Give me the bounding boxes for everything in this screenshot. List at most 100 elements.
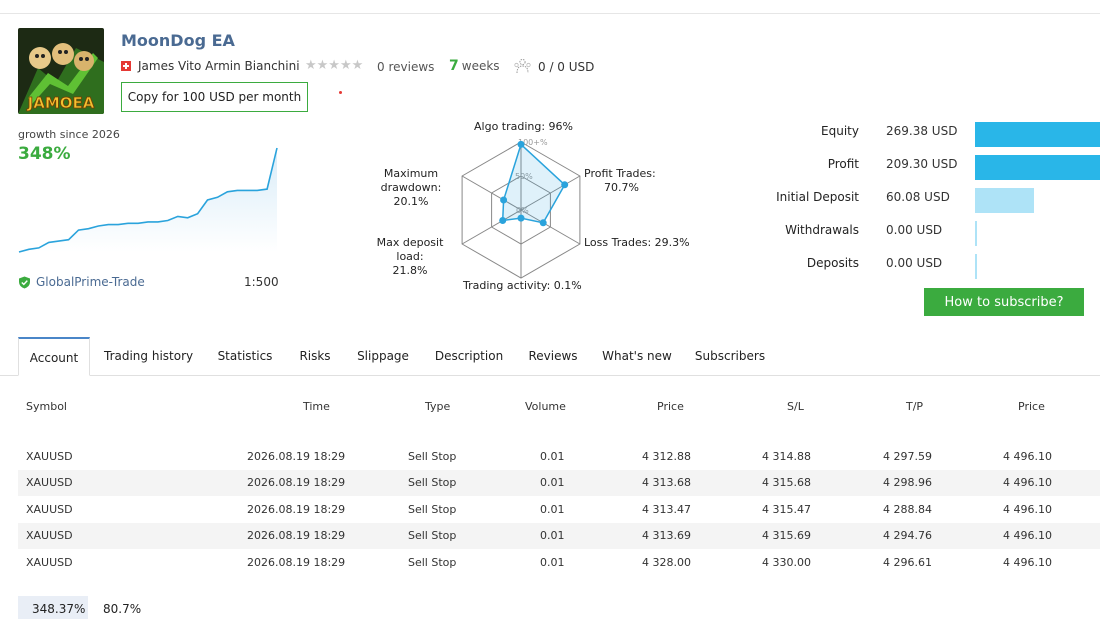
radar-axis [461, 175, 522, 211]
table-row[interactable]: XAUUSD 2026.08.19 18:29 Sell Stop 0.01 4… [18, 497, 1100, 523]
cell-sl: 4 314.88 [762, 450, 811, 463]
cell-current-price: 4 496.10 [1003, 503, 1052, 516]
product-title[interactable]: MoonDog EA [121, 31, 235, 50]
radar-label-profit-1: Profit Trades: [584, 167, 656, 180]
cell-current-price: 4 496.10 [1003, 529, 1052, 542]
table-row[interactable]: XAUUSD 2026.08.19 18:29 Sell Stop 0.01 4… [18, 550, 1100, 576]
balance-label: Withdrawals [785, 223, 859, 237]
cell-volume: 0.01 [540, 476, 565, 489]
radar-chart: 100+% 50% 0% [461, 138, 581, 279]
cell-price: 4 313.47 [642, 503, 691, 516]
tab-trading-history[interactable]: Trading history [104, 349, 194, 363]
tab-statistics[interactable]: Statistics [217, 349, 273, 363]
balance-value: 0.00 USD [886, 223, 943, 237]
subscribers-info: 0 / 0 USD [514, 58, 594, 75]
balance-label: Profit [827, 157, 859, 171]
table-row[interactable]: XAUUSD 2026.08.19 18:29 Sell Stop 0.01 4… [18, 444, 1100, 470]
col-header-type[interactable]: Type [425, 400, 451, 413]
radar-label-drawdown: Maximum drawdown: 20.1% [362, 167, 460, 209]
cell-sl: 4 315.69 [762, 529, 811, 542]
cell-symbol: XAUUSD [26, 476, 73, 489]
cell-time: 2026.08.19 18:29 [247, 503, 346, 516]
cell-volume: 0.01 [540, 556, 565, 569]
how-to-subscribe-button[interactable]: How to subscribe? [924, 288, 1084, 316]
table-row[interactable]: XAUUSD 2026.08.19 18:29 Sell Stop 0.01 4… [18, 470, 1100, 496]
radar-point [500, 196, 508, 204]
tab-account[interactable]: Account [18, 337, 90, 376]
radar-series [501, 143, 566, 224]
radar-grid [461, 141, 581, 279]
product-avatar[interactable]: JAMOEA [18, 28, 104, 114]
growth-summary-pill[interactable]: 348.37% [18, 596, 88, 619]
radar-point [517, 140, 525, 148]
tab-description[interactable]: Description [434, 349, 504, 363]
cell-sl: 4 315.68 [762, 476, 811, 489]
balance-row-withdrawals: Withdrawals 0.00 USD [760, 221, 1100, 246]
tab-bar: Account Trading history Statistics Risks… [0, 337, 1100, 376]
growth-area [19, 148, 277, 252]
growth-chart[interactable] [18, 140, 280, 255]
radar-label-deposit-2: 21.8% [392, 264, 428, 277]
radar-point [539, 219, 547, 227]
cell-volume: 0.01 [540, 503, 565, 516]
radar-label-profit: Profit Trades: 70.7% [584, 167, 656, 195]
cell-symbol: XAUUSD [26, 503, 73, 516]
author-name[interactable]: James Vito Armin Bianchini [138, 59, 300, 73]
radar-tick-50: 50% [515, 172, 533, 181]
col-header-sl[interactable]: S/L [787, 400, 804, 413]
radar-point [499, 217, 507, 224]
col-header-price[interactable]: Price [657, 400, 684, 413]
weeks-number: 7 [449, 58, 459, 74]
cell-type: Sell Stop [408, 476, 457, 489]
radar-label-profit-2: 70.7% [604, 181, 639, 194]
col-header-symbol[interactable]: Symbol [26, 400, 67, 413]
tab-risks[interactable]: Risks [299, 349, 331, 363]
col-header-volume[interactable]: Volume [525, 400, 566, 413]
balance-bar [975, 221, 977, 246]
cell-time: 2026.08.19 18:29 [247, 476, 346, 489]
cell-sl: 4 315.47 [762, 503, 811, 516]
radar-label-drawdown-2: drawdown: 20.1% [380, 181, 442, 208]
balance-bar [975, 188, 1034, 213]
cell-time: 2026.08.19 18:29 [247, 529, 346, 542]
cell-symbol: XAUUSD [26, 556, 73, 569]
copy-subscription-button[interactable]: Copy for 100 USD per month [121, 82, 308, 112]
radar-points [499, 140, 569, 227]
rating-stars: ★★★★★ [305, 58, 364, 73]
cell-sl: 4 330.00 [762, 556, 811, 569]
col-header-tp[interactable]: T/P [906, 400, 924, 413]
tab-whats-new[interactable]: What's new [602, 349, 672, 363]
tab-subscribers[interactable]: Subscribers [694, 349, 766, 363]
tab-slippage[interactable]: Slippage [357, 349, 409, 363]
subscribers-value: 0 / 0 USD [538, 59, 595, 74]
cell-time: 2026.08.19 18:29 [247, 556, 346, 569]
col-header-time[interactable]: Time [303, 400, 330, 413]
balance-value: 0.00 USD [886, 256, 943, 270]
cell-type: Sell Stop [408, 503, 457, 516]
radar-label-loss: Loss Trades: 29.3% [584, 236, 690, 249]
author-row[interactable]: James Vito Armin Bianchini [121, 59, 300, 73]
cell-volume: 0.01 [540, 450, 565, 463]
growth-line [18, 147, 278, 253]
radar-point [561, 181, 569, 189]
cell-tp: 4 294.76 [883, 529, 932, 542]
weeks-label: weeks [461, 59, 500, 73]
col-header-current-price[interactable]: Price [1018, 400, 1045, 413]
growth-value: 348% [18, 144, 71, 164]
subscribers-icon [514, 58, 531, 74]
top-divider [0, 13, 1100, 14]
reviews-count[interactable]: 0 reviews [377, 60, 435, 74]
tab-reviews[interactable]: Reviews [528, 349, 578, 363]
second-summary-value: 80.7% [103, 602, 142, 616]
broker-name[interactable]: GlobalPrime-Trade [36, 275, 145, 289]
notification-dot [339, 91, 342, 94]
broker-row[interactable]: GlobalPrime-Trade [18, 275, 145, 289]
cell-tp: 4 296.61 [883, 556, 932, 569]
cell-price: 4 312.88 [642, 450, 691, 463]
radar-axis [461, 209, 522, 245]
leverage-value: 1:500 [244, 275, 279, 289]
table-row[interactable]: XAUUSD 2026.08.19 18:29 Sell Stop 0.01 4… [18, 523, 1100, 549]
cell-symbol: XAUUSD [26, 529, 73, 542]
balance-value: 209.30 USD [886, 157, 958, 171]
balance-row-profit: Profit 209.30 USD [760, 155, 1100, 180]
